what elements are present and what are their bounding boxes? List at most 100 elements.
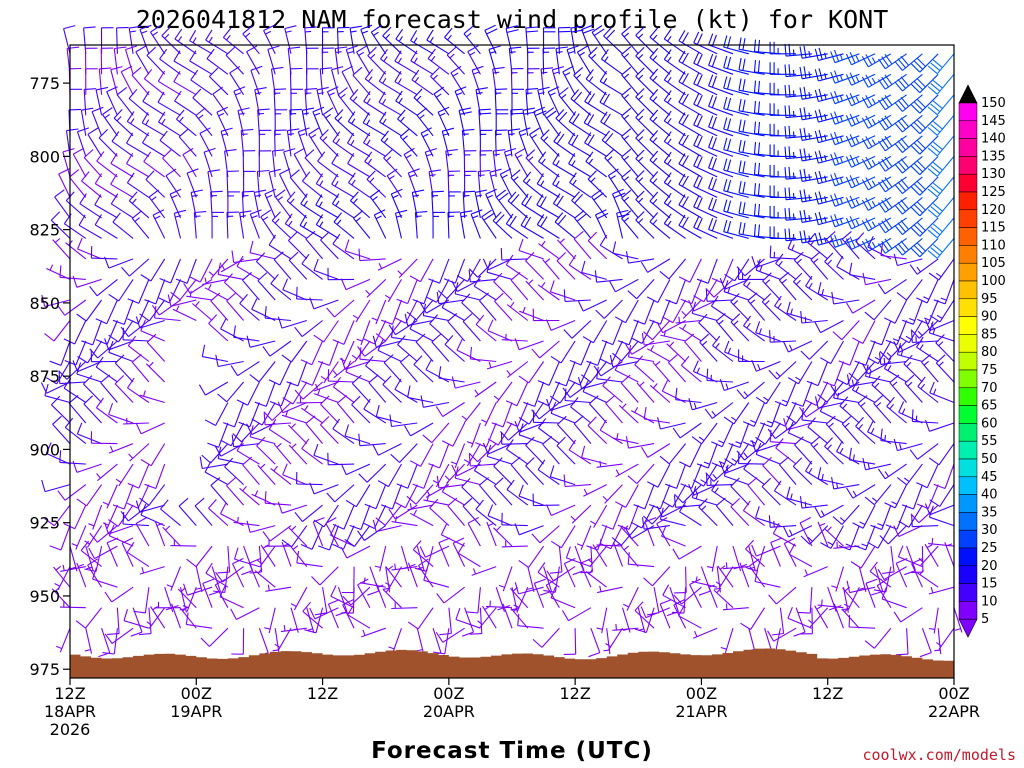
wind-barb [827,587,837,612]
wind-barb [210,292,229,321]
wind-barb [495,109,509,136]
wind-barb [293,147,308,178]
wind-barb [633,484,655,510]
wind-barb [678,194,702,219]
wind-barb [576,525,592,550]
wind-barb [662,299,687,324]
wind-barb [89,278,118,297]
wind-barb [283,148,296,178]
wind-barb [76,127,90,157]
wind-barb [282,381,308,405]
wind-barb [751,544,781,557]
wind-barb [927,135,955,157]
wind-barb [173,50,197,75]
wind-barb [673,495,702,508]
wind-barb [455,608,481,629]
wind-barb [199,127,213,157]
wind-barb [186,290,213,301]
wind-barb [145,361,166,383]
colorbar-label: 110 [981,238,1006,253]
x-tick-label: 2026 [50,720,91,739]
wind-barb [487,319,513,342]
wind-barb [431,333,450,362]
wind-barb [102,484,118,509]
wind-barb [814,191,844,205]
wind-barb [171,603,182,629]
wind-barb [663,131,686,157]
wind-barb [254,568,276,588]
wind-barb [146,46,166,75]
wind-barb [68,169,87,198]
wind-barb [666,341,686,362]
wind-barb [911,514,939,528]
wind-barb [542,258,560,280]
wind-barb [336,26,350,54]
wind-barb [281,340,308,363]
wind-barb [94,173,118,198]
wind-barb [90,246,118,260]
wind-barb [753,39,781,55]
wind-barb [237,107,250,136]
wind-barb [77,340,103,364]
wind-barb [399,128,418,157]
wind-barb [499,168,513,198]
wind-barb [636,381,655,403]
wind-barb [382,375,402,403]
wind-barb [814,88,844,103]
wind-barb [336,394,355,424]
wind-barb [800,607,813,635]
wind-barb [108,340,134,363]
wind-barb [144,279,166,305]
wind-barb [708,53,734,75]
wind-barb [618,403,639,424]
wind-barb [447,211,461,239]
colorbar-label: 125 [981,185,1006,200]
wind-barb [204,461,229,486]
wind-barb [715,312,734,342]
wind-barb [357,578,371,608]
wind-barb [49,340,71,366]
wind-barb [331,173,355,198]
wind-barb [769,245,797,260]
x-tick-label: 21APR [675,702,727,721]
wind-barb [706,368,734,383]
wind-barb [728,422,750,449]
wind-barb [894,135,923,154]
wind-barb [897,545,923,568]
wind-barb [243,170,256,198]
wind-barb [300,340,324,366]
wind-barb [786,402,813,424]
wind-barb [465,587,481,614]
wind-barb [154,521,166,547]
wind-barb [704,402,734,419]
wind-barb [463,25,481,55]
wind-barb [87,558,103,588]
wind-barb [274,129,287,157]
wind-barb [514,147,529,178]
wind-barb [617,320,639,346]
wind-barb [605,395,623,424]
wind-barb [605,627,623,651]
wind-barb [705,463,734,482]
colorbar-swatch [958,529,978,549]
wind-barb [723,137,749,157]
wind-barb [621,148,639,178]
wind-barb [190,189,204,219]
wind-barb [91,106,104,137]
wind-barb [450,65,466,96]
wind-barb [281,410,307,424]
wind-barb [755,422,781,445]
wind-barb [857,395,876,424]
wind-barb [77,237,102,260]
wind-barb [72,275,102,288]
wind-barb [786,301,813,322]
colorbar-label: 150 [981,96,1006,111]
wind-barb [854,525,876,551]
wind-barb [128,191,150,219]
wind-barb [910,217,939,237]
wind-barb [302,601,323,629]
wind-barb [363,398,386,424]
wind-barb [256,436,276,465]
wind-barb [588,395,608,424]
wind-barb [581,24,595,54]
